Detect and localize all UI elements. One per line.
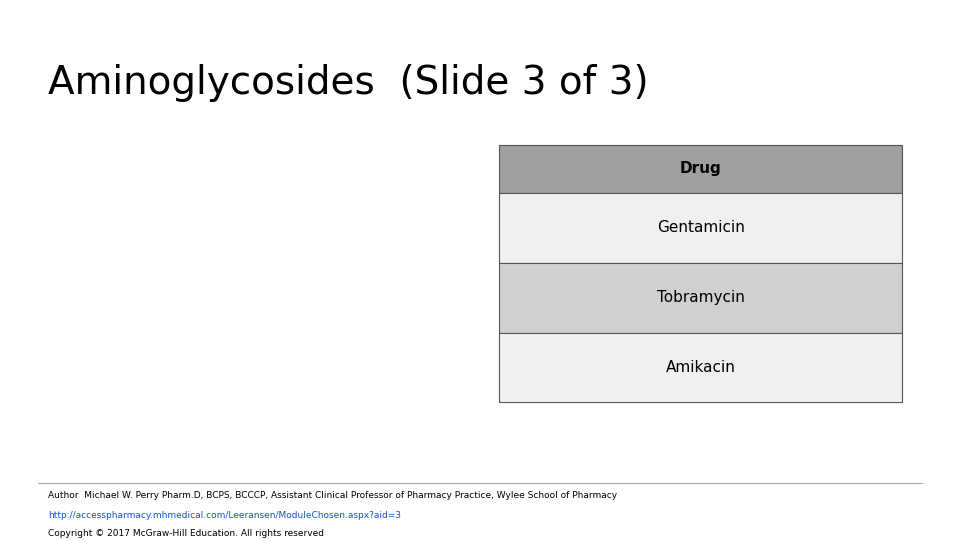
FancyBboxPatch shape	[499, 193, 902, 263]
Text: Copyright © 2017 McGraw-Hill Education. All rights reserved: Copyright © 2017 McGraw-Hill Education. …	[48, 529, 324, 538]
Text: Author  Michael W. Perry Pharm.D, BCPS, BCCCP, Assistant Clinical Professor of P: Author Michael W. Perry Pharm.D, BCPS, B…	[48, 491, 617, 500]
FancyBboxPatch shape	[499, 145, 902, 193]
Text: http://accesspharmacy.mhmedical.com/Leeransen/ModuleChosen.aspx?aid=3: http://accesspharmacy.mhmedical.com/Leer…	[48, 511, 401, 520]
Text: Gentamicin: Gentamicin	[657, 220, 745, 235]
FancyBboxPatch shape	[499, 333, 902, 402]
Text: Tobramycin: Tobramycin	[657, 290, 745, 305]
Text: Amikacin: Amikacin	[666, 360, 735, 375]
FancyBboxPatch shape	[499, 263, 902, 333]
Text: Drug: Drug	[680, 161, 722, 177]
Text: Aminoglycosides  (Slide 3 of 3): Aminoglycosides (Slide 3 of 3)	[48, 64, 649, 103]
